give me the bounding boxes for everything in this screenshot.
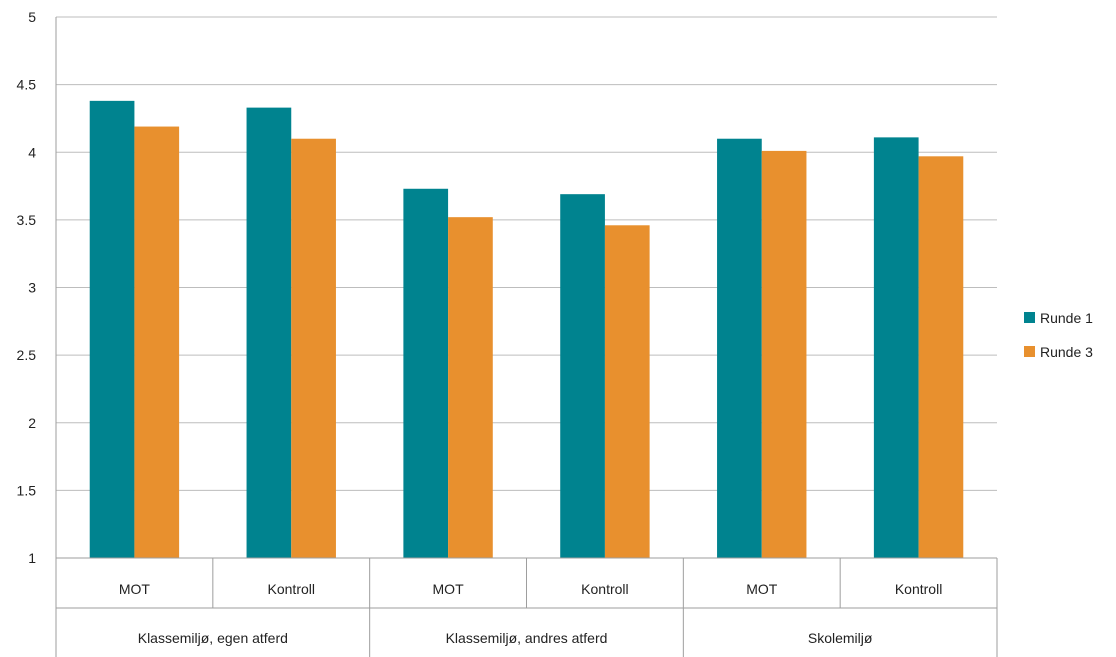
- x-group-label: Klassemiljø, egen atferd: [138, 630, 288, 646]
- bar-runde-1-0: [89, 100, 135, 558]
- legend-label-runde-1: Runde 1: [1040, 310, 1093, 326]
- gridlines: [56, 16, 997, 559]
- bar-runde-1-1: [246, 107, 292, 559]
- legend-swatch-runde-3: [1024, 346, 1035, 357]
- bar-runde-1-5: [873, 137, 919, 558]
- y-tick-label: 1: [28, 550, 36, 566]
- x-group-label: Skolemiljø: [808, 630, 873, 646]
- x-category-label: MOT: [746, 581, 778, 597]
- legend-label-runde-3: Runde 3: [1040, 344, 1093, 360]
- axes: 1 1.5 2 2.5 3 3.5 4 4.5 5 MOT Kontroll MOT Kontroll M…: [17, 9, 998, 657]
- x-category-label: Kontroll: [895, 581, 942, 597]
- legend-swatch-runde-1: [1024, 312, 1035, 323]
- y-tick-label: 5: [28, 9, 36, 25]
- x-category-label: Kontroll: [268, 581, 315, 597]
- y-tick-label: 2.5: [17, 347, 37, 363]
- x-category-label: Kontroll: [581, 581, 628, 597]
- y-tick-label: 4: [28, 144, 36, 160]
- bar-runde-1-4: [717, 138, 762, 558]
- y-tick-label: 3: [28, 280, 36, 296]
- bar-runde-1-3: [560, 194, 605, 559]
- bar-runde-3-4: [761, 150, 807, 558]
- x-category-label: MOT: [433, 581, 465, 597]
- y-tick-label: 3.5: [17, 212, 37, 228]
- bars: [89, 100, 964, 559]
- y-tick-label: 2: [28, 415, 36, 431]
- bar-runde-1-2: [403, 188, 449, 558]
- y-tick-label: 1.5: [17, 482, 37, 498]
- x-category-label: MOT: [119, 581, 151, 597]
- bar-runde-3-3: [604, 225, 650, 558]
- bar-runde-3-0: [134, 126, 180, 559]
- bar-runde-3-2: [448, 217, 493, 559]
- bar-runde-3-1: [291, 138, 336, 558]
- x-group-label: Klassemiljø, andres atferd: [446, 630, 608, 646]
- y-tick-label: 4.5: [17, 77, 37, 93]
- legend: Runde 1 Runde 3: [1024, 310, 1093, 360]
- bar-runde-3-5: [918, 156, 964, 558]
